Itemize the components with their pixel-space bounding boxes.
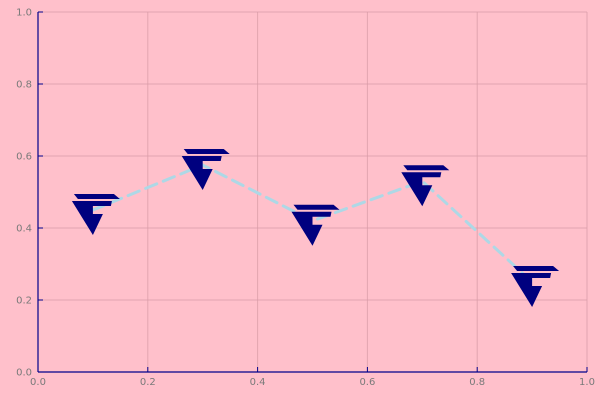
marker-wedge	[71, 201, 112, 235]
marker-wedge	[511, 273, 552, 307]
marker-top-bar	[183, 149, 230, 154]
series-line	[91, 163, 534, 284]
marker-top-bar	[403, 165, 450, 171]
marker-wedge	[401, 172, 442, 207]
data-point-marker	[291, 204, 340, 246]
axes	[37, 12, 587, 373]
data-point-marker	[401, 165, 450, 207]
y-tick-label: 0.6	[16, 152, 32, 163]
marker-wedge	[181, 156, 222, 190]
data-point-marker	[511, 266, 560, 307]
y-tick-label: 0.2	[16, 296, 32, 307]
x-tick-label: 0.2	[140, 377, 156, 388]
data-point-marker	[71, 194, 120, 235]
data-point-marker	[181, 149, 230, 190]
series	[91, 163, 534, 284]
ticks: 0.0 0.2 0.4 0.6 0.8 1.0 0.0 0.2 0.4 0.6 0.8 1.0	[16, 8, 595, 389]
marker-top-bar	[73, 194, 120, 199]
markers	[71, 149, 560, 307]
x-tick-label: 0.0	[30, 377, 46, 388]
y-tick-label: 0.4	[16, 224, 32, 235]
marker-top-bar	[513, 266, 560, 271]
x-tick-label: 0.6	[359, 377, 375, 388]
y-tick-label: 1.0	[16, 8, 32, 19]
marker-top-bar	[293, 204, 340, 210]
x-tick-label: 0.8	[469, 377, 485, 388]
marker-wedge	[291, 211, 332, 246]
x-tick-label: 1.0	[579, 377, 595, 388]
x-tick-label: 0.4	[250, 377, 266, 388]
y-tick-label: 0.0	[16, 368, 32, 379]
y-tick-label: 0.8	[16, 80, 32, 91]
